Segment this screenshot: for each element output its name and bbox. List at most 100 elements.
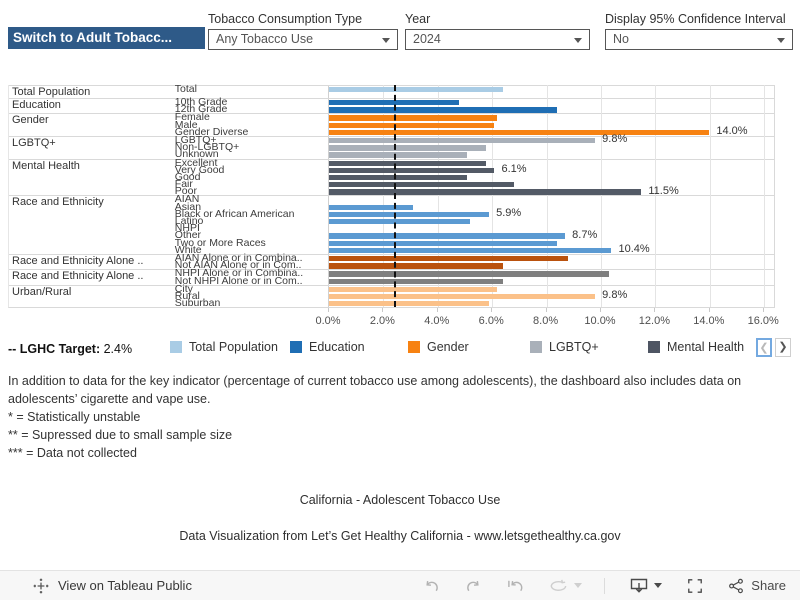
plot-row: 5.9% (328, 207, 774, 220)
row-label: Other (174, 229, 202, 242)
bar[interactable] (328, 278, 503, 284)
chart-group: Total Population Total (9, 83, 774, 98)
download-menu-caret-icon[interactable] (654, 583, 663, 588)
tableau-logo-icon[interactable] (33, 578, 49, 594)
group-label: LGBTQ+ (12, 136, 56, 149)
filter-year: Year 2024 (405, 12, 590, 50)
legend-item[interactable]: Mental Health (648, 340, 744, 354)
chart-group: LGBTQ+ LGBTQ+ Non-LGBTQ+ Unknown 9.8% (9, 134, 774, 160)
bar[interactable] (328, 167, 495, 174)
plot-row (328, 151, 774, 158)
bar-value-label: 5.9% (496, 207, 522, 220)
legend-item[interactable]: Total Population (170, 340, 278, 354)
bar[interactable] (328, 182, 514, 188)
group-label: Race and Ethnicity (12, 196, 104, 209)
row-labels: AIAN Alone or in Combina.. Not AIAN Alone… (174, 251, 328, 271)
fullscreen-button[interactable] (687, 578, 703, 594)
row-label: NHPI (174, 222, 200, 235)
filter-label: Year (405, 12, 431, 26)
legend-swatch (408, 341, 420, 353)
bar[interactable] (328, 87, 503, 93)
reset-button[interactable] (507, 579, 524, 593)
bar[interactable] (328, 100, 460, 106)
row-label: Black or African American (174, 207, 295, 220)
bar[interactable] (328, 174, 468, 181)
row-label: AIAN Alone or in Combina.. (174, 251, 303, 264)
row-labels: 10th Grade 12th Grade (174, 96, 328, 115)
note-line: *** = Data not collected (8, 446, 137, 460)
bar[interactable] (328, 122, 495, 128)
legend-swatch (290, 341, 302, 353)
legend-next-button[interactable]: ❯ (775, 338, 791, 357)
tobacco-type-dropdown[interactable]: Any Tobacco Use (208, 29, 398, 50)
bar[interactable] (328, 263, 503, 269)
group-label: Mental Health (12, 159, 80, 172)
chart-group: Race and Ethnicity Alone .. NHPI Alone or… (9, 268, 774, 286)
bar[interactable] (328, 293, 596, 300)
filter-label: Display 95% Confidence Interval (605, 12, 786, 26)
tick-mark (763, 308, 765, 313)
bar[interactable] (328, 129, 710, 136)
plot-row: 8.7% (328, 229, 774, 240)
note-line: In addition to data for the key indicato… (8, 374, 742, 406)
row-labels: City Rural Suburban (175, 283, 328, 308)
bar[interactable] (328, 160, 487, 166)
plot-row (328, 99, 774, 106)
download-button[interactable] (630, 578, 663, 594)
row-labels: LGBTQ+ Non-LGBTQ+ Unknown (175, 135, 328, 160)
group-plot (327, 86, 774, 98)
redo-button[interactable] (465, 579, 482, 593)
filter-confidence-interval: Display 95% Confidence Interval No (605, 12, 793, 50)
undo-button[interactable] (423, 579, 440, 593)
row-label: Total (174, 83, 197, 95)
gridline (492, 85, 494, 308)
legend-prev-button[interactable]: ❮ (756, 338, 772, 357)
x-tick-label: 4.0% (424, 315, 450, 328)
year-dropdown[interactable]: 2024 (405, 29, 590, 50)
x-axis: 0.0% 2.0% 4.0% 6.0% 8.0% 10.0% 12.0% 14.0% 16.0% (8, 308, 779, 334)
switch-to-adult-button[interactable]: Switch to Adult Tobacc... (8, 27, 205, 49)
plot-row: 6.1% (328, 164, 774, 175)
bar[interactable] (328, 255, 568, 262)
gridlines (329, 85, 776, 308)
row-labels: Total (174, 83, 328, 98)
bar[interactable] (328, 137, 596, 144)
bar[interactable] (328, 301, 490, 307)
plot-row (328, 270, 774, 277)
note-line: ** = Supressed due to small sample size (8, 428, 233, 442)
share-button[interactable]: Share (728, 578, 786, 594)
legend-item[interactable]: Gender (408, 340, 469, 354)
gridline (709, 85, 711, 308)
bar[interactable] (328, 286, 498, 293)
refresh-button[interactable] (549, 579, 583, 593)
bar[interactable] (328, 152, 468, 158)
bar[interactable] (328, 115, 498, 121)
bar[interactable] (328, 145, 487, 151)
confidence-interval-dropdown[interactable]: No (605, 29, 793, 50)
bar[interactable] (328, 211, 490, 218)
group-plot: 14.0% (327, 114, 774, 137)
bar[interactable] (328, 219, 470, 225)
bar[interactable] (328, 240, 558, 246)
bar[interactable] (328, 204, 413, 211)
legend-item[interactable]: LGBTQ+ (530, 340, 599, 354)
attribution-text: Data Visualization from Let’s Get Health… (179, 529, 621, 543)
bar[interactable] (328, 189, 642, 195)
x-tick-label: 0.0% (315, 315, 341, 328)
chart-group: Urban/Rural City Rural Suburban 9.8% (9, 283, 774, 308)
tick-mark (600, 308, 601, 313)
view-on-tableau-public-link[interactable]: View on Tableau Public (58, 578, 192, 593)
gridline (383, 85, 385, 308)
refresh-menu-caret-icon[interactable] (574, 583, 583, 588)
group-plot (327, 270, 774, 285)
bar[interactable] (328, 271, 609, 277)
row-label: 10th Grade (174, 96, 228, 108)
tableau-toolbar: View on Tableau Public (0, 570, 800, 600)
plot-row (328, 300, 774, 307)
tick-mark (436, 308, 438, 313)
bar[interactable] (328, 107, 558, 113)
bar[interactable] (328, 233, 566, 239)
legend-item[interactable]: Education (290, 340, 365, 354)
bar[interactable] (328, 247, 612, 254)
plot-row (328, 204, 774, 211)
